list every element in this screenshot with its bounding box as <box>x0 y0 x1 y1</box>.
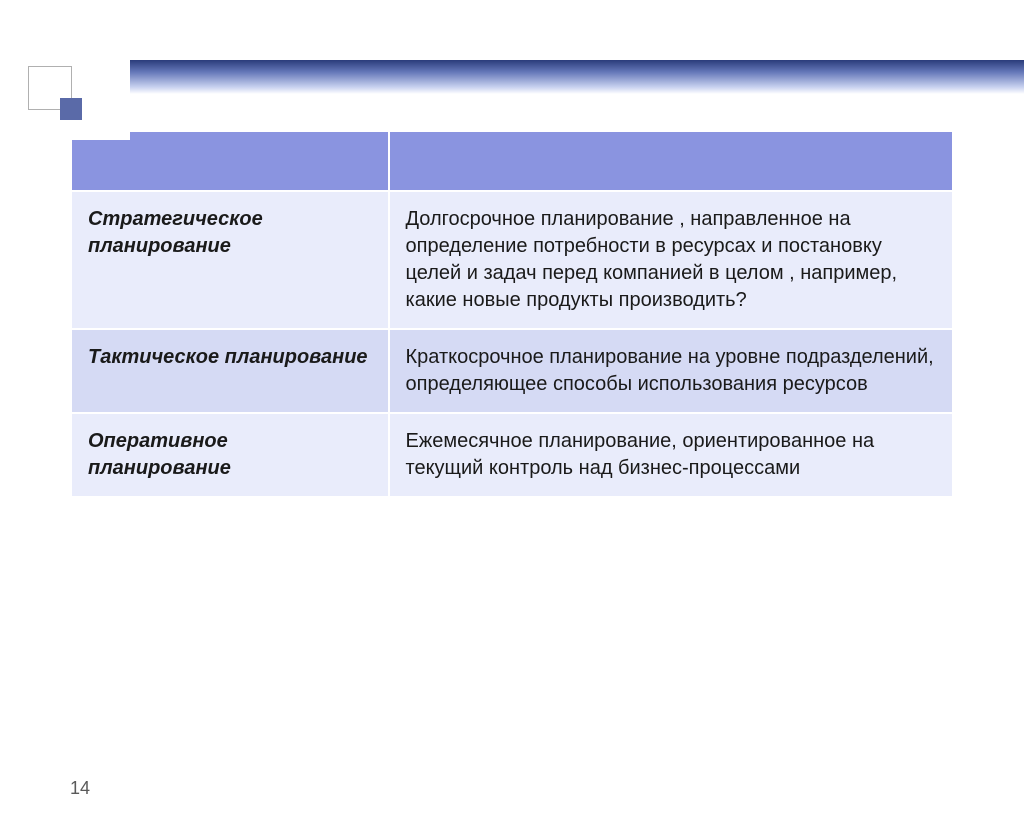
page-number: 14 <box>70 778 90 799</box>
row-desc: Долгосрочное планирование , направленное… <box>389 191 953 329</box>
table-row: Оперативное планирование Ежемесячное пла… <box>71 413 953 497</box>
corner-decoration <box>0 60 130 140</box>
header-cell-right <box>389 131 953 191</box>
table-container: Стратегическое планирование Долгосрочное… <box>70 130 954 498</box>
top-gradient-bar <box>0 60 1024 94</box>
row-label: Оперативное планирование <box>71 413 389 497</box>
square-small <box>60 98 82 120</box>
header-cell-left <box>71 131 389 191</box>
row-label: Стратегическое планирование <box>71 191 389 329</box>
row-desc: Краткосрочное планирование на уровне под… <box>389 329 953 413</box>
planning-types-table: Стратегическое планирование Долгосрочное… <box>70 130 954 498</box>
row-label: Тактическое планирование <box>71 329 389 413</box>
table-header-row <box>71 131 953 191</box>
row-desc: Ежемесячное планирование, ориентированно… <box>389 413 953 497</box>
table-row: Стратегическое планирование Долгосрочное… <box>71 191 953 329</box>
table-row: Тактическое планирование Краткосрочное п… <box>71 329 953 413</box>
